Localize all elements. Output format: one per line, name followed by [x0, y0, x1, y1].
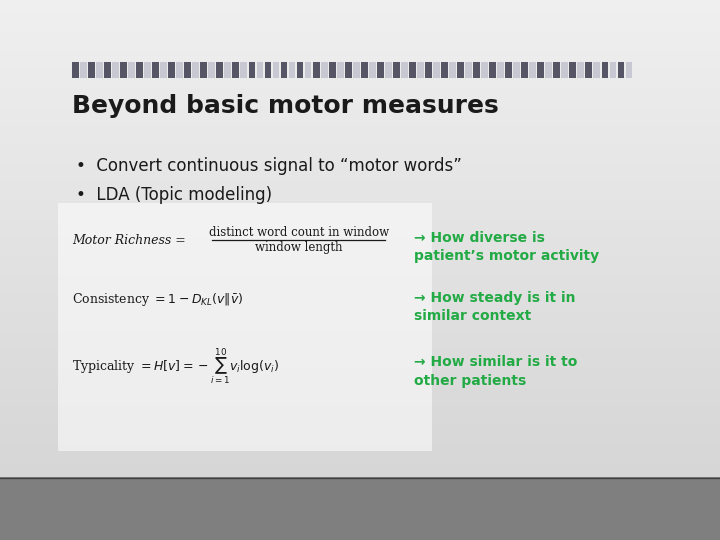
Text: → How steady is it in: → How steady is it in: [414, 291, 575, 305]
Polygon shape: [481, 62, 488, 78]
Polygon shape: [577, 62, 584, 78]
Polygon shape: [593, 62, 600, 78]
Polygon shape: [104, 62, 111, 78]
Polygon shape: [554, 62, 560, 78]
Text: distinct word count in window: distinct word count in window: [209, 226, 389, 239]
Polygon shape: [72, 62, 78, 78]
Polygon shape: [337, 62, 343, 78]
Polygon shape: [264, 62, 271, 78]
Text: → How similar is it to: → How similar is it to: [414, 355, 577, 369]
Polygon shape: [281, 62, 287, 78]
Polygon shape: [128, 62, 135, 78]
Polygon shape: [152, 62, 159, 78]
Polygon shape: [601, 62, 608, 78]
Polygon shape: [570, 62, 576, 78]
Polygon shape: [136, 62, 143, 78]
Polygon shape: [521, 62, 528, 78]
Polygon shape: [80, 62, 87, 78]
Polygon shape: [562, 62, 568, 78]
Polygon shape: [385, 62, 392, 78]
Text: → How diverse is: → How diverse is: [414, 231, 545, 245]
Polygon shape: [505, 62, 512, 78]
Polygon shape: [233, 62, 239, 78]
Polygon shape: [585, 62, 593, 78]
Polygon shape: [184, 62, 191, 78]
Polygon shape: [240, 62, 247, 78]
Polygon shape: [200, 62, 207, 78]
Polygon shape: [273, 62, 279, 78]
Polygon shape: [161, 62, 167, 78]
Polygon shape: [369, 62, 376, 78]
Text: •  LDA (Topic modeling): • LDA (Topic modeling): [76, 186, 271, 204]
Polygon shape: [489, 62, 496, 78]
Polygon shape: [545, 62, 552, 78]
Polygon shape: [409, 62, 415, 78]
Polygon shape: [401, 62, 408, 78]
Polygon shape: [457, 62, 464, 78]
Polygon shape: [144, 62, 151, 78]
Polygon shape: [297, 62, 303, 78]
Polygon shape: [345, 62, 351, 78]
Text: •  Convert continuous signal to “motor words”: • Convert continuous signal to “motor wo…: [76, 157, 462, 174]
Polygon shape: [626, 62, 632, 78]
Polygon shape: [465, 62, 472, 78]
Text: window length: window length: [255, 241, 343, 254]
Polygon shape: [393, 62, 400, 78]
Polygon shape: [112, 62, 119, 78]
FancyBboxPatch shape: [58, 202, 432, 451]
Polygon shape: [208, 62, 215, 78]
Polygon shape: [320, 62, 328, 78]
Polygon shape: [417, 62, 424, 78]
Text: Typicality $= H[v] = -\sum_{i=1}^{10} v_i \log(v_i)$: Typicality $= H[v] = -\sum_{i=1}^{10} v_…: [72, 347, 279, 387]
Polygon shape: [361, 62, 368, 78]
Polygon shape: [610, 62, 616, 78]
Text: Motor Richness =: Motor Richness =: [72, 234, 186, 247]
Polygon shape: [449, 62, 456, 78]
Polygon shape: [441, 62, 448, 78]
Polygon shape: [473, 62, 480, 78]
Polygon shape: [176, 62, 183, 78]
Polygon shape: [433, 62, 440, 78]
Polygon shape: [537, 62, 544, 78]
Polygon shape: [256, 62, 264, 78]
Text: similar context: similar context: [414, 309, 531, 323]
Polygon shape: [305, 62, 312, 78]
Polygon shape: [618, 62, 624, 78]
Polygon shape: [289, 62, 295, 78]
Polygon shape: [225, 62, 231, 78]
Polygon shape: [248, 62, 256, 78]
Polygon shape: [513, 62, 520, 78]
Polygon shape: [88, 62, 95, 78]
Polygon shape: [312, 62, 320, 78]
Polygon shape: [529, 62, 536, 78]
Polygon shape: [377, 62, 384, 78]
Polygon shape: [96, 62, 103, 78]
Text: Beyond basic motor measures: Beyond basic motor measures: [72, 94, 499, 118]
Polygon shape: [217, 62, 223, 78]
Polygon shape: [329, 62, 336, 78]
Polygon shape: [425, 62, 432, 78]
Polygon shape: [120, 62, 127, 78]
Text: Consistency $= 1 - D_{KL}(v \| \bar{v})$: Consistency $= 1 - D_{KL}(v \| \bar{v})$: [72, 291, 243, 308]
Polygon shape: [168, 62, 175, 78]
Text: other patients: other patients: [414, 374, 526, 388]
Polygon shape: [192, 62, 199, 78]
Polygon shape: [498, 62, 504, 78]
Polygon shape: [353, 62, 359, 78]
Text: patient’s motor activity: patient’s motor activity: [414, 249, 599, 264]
